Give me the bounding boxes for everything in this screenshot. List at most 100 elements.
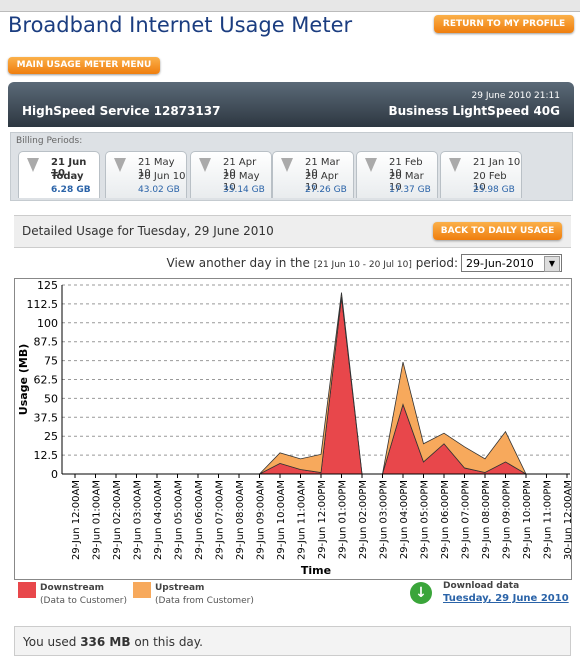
selected-day: 29-Jun-2010 (466, 257, 534, 270)
legend-note: (Data to Customer) (40, 596, 127, 606)
y-tick-label: 87.5 (34, 336, 59, 349)
y-tick-label: 62.5 (34, 374, 59, 387)
chart-frame (14, 278, 572, 580)
period-usage: 27.26 GB (305, 185, 347, 195)
y-tick-label: 25 (44, 430, 58, 443)
browser-strip (0, 0, 580, 12)
period-start: 21 Mar 10 (305, 157, 340, 179)
x-tick-label: 29-Jun 09:00PM (502, 480, 513, 559)
chart: 0 12.5 25 37.5 50 62.5 75 87.5 100 112.5 125 29-Jun… (14, 278, 572, 580)
summary: You used 336 MB on this day. (14, 626, 571, 656)
billing-tab[interactable]: 21 May 10 20 Jun 10 43.02 GB (105, 151, 187, 198)
billing-tab[interactable]: 21 Jan 10 20 Feb 10 25.98 GB (440, 151, 522, 198)
period-end: 20 May 10 (223, 171, 260, 193)
tab-arrow (199, 158, 211, 172)
x-tick-label: 29-Jun 11:00AM (297, 480, 308, 560)
x-tick-label: 29-Jun 04:00AM (153, 480, 164, 560)
legend-swatch (133, 582, 151, 598)
x-tick-label: 30-Jun 12:00AM (563, 480, 572, 560)
service: HighSpeed Service 12873137 (22, 104, 221, 118)
summary-prefix: You used (23, 635, 77, 649)
x-tick-label: 29-Jun 07:00AM (215, 480, 226, 560)
period-start: 21 Apr 10 (223, 157, 257, 179)
download-link[interactable]: Tuesday, 29 June 2010 (443, 593, 569, 604)
x-tick-label: 29-Jun 09:00AM (256, 480, 267, 560)
billing-tab[interactable]: 21 Feb 10 20 Mar 10 17.37 GB (356, 151, 438, 198)
x-tick-label: 29-Jun 06:00AM (194, 480, 205, 560)
tab-arrow (27, 158, 39, 172)
tab-arrow (365, 158, 377, 172)
x-tick-label: 29-Jun 11:00PM (543, 480, 554, 559)
period-end: 20 Feb 10 (473, 171, 507, 193)
x-tick-label: 29-Jun 04:00PM (399, 480, 410, 559)
x-tick-label: 29-Jun 02:00PM (358, 480, 369, 559)
billing-tab[interactable]: 21 Jun 10 Today 6.28 GB (18, 151, 100, 198)
view-prefix: View another day in the (166, 256, 310, 270)
tab-arrow (449, 158, 461, 172)
detail-title: Detailed Usage for Tuesday, 29 June 2010 (22, 224, 274, 238)
x-tick-label: 29-Jun 12:00PM (317, 480, 328, 559)
x-tick-label: 29-Jun 03:00PM (379, 480, 390, 559)
period-start: 21 Feb 10 (389, 157, 423, 179)
summary-amount: 336 MB (80, 635, 131, 649)
x-tick-label: 29-Jun 06:00PM (440, 480, 451, 559)
y-tick-label: 37.5 (34, 411, 59, 424)
x-tick-label: 29-Jun 01:00AM (92, 480, 103, 560)
x-tick-label: 29-Jun 02:00AM (112, 480, 123, 560)
period-start: 21 Jan 10 (473, 157, 521, 168)
x-tick-label: 29-Jun 08:00PM (481, 480, 492, 559)
plan: Business LightSpeed 40G (388, 104, 560, 118)
page-title: Broadband Internet Usage Meter (8, 13, 353, 37)
legend-note: (Data from Customer) (155, 596, 254, 606)
x-tick-label: 29-Jun 05:00AM (174, 480, 185, 560)
download-icon[interactable]: ↓ (410, 582, 432, 604)
x-tick-label: 29-Jun 05:00PM (420, 480, 431, 559)
view-row: View another day in the [21 Jun 10 - 20 … (167, 256, 458, 270)
period-end: 20 Jun 10 (138, 171, 186, 182)
menu-button[interactable]: MAIN USAGE METER MENU (8, 57, 160, 74)
x-tick-label: 29-Jun 08:00AM (235, 480, 246, 560)
x-tick-label: 29-Jun 03:00AM (133, 480, 144, 560)
datetime: 29 June 2010 21:11 (471, 91, 560, 101)
x-tick-label: 29-Jun 12:00AM (71, 480, 82, 560)
tab-arrow (114, 158, 126, 172)
view-range: [21 Jun 10 - 20 Jul 10] (313, 260, 412, 270)
x-tick-label: 29-Jun 07:00PM (461, 480, 472, 559)
x-tick-label: 29-Jun 10:00AM (276, 480, 287, 560)
account-bar (8, 82, 574, 127)
period-usage: 6.28 GB (51, 185, 91, 195)
y-tick-label: 0 (51, 468, 58, 481)
y-tick-label: 50 (44, 392, 58, 405)
back-button[interactable]: BACK TO DAILY USAGE (433, 222, 562, 240)
period-usage: 35.14 GB (223, 185, 265, 195)
legend-name: Downstream (40, 583, 105, 593)
x-tick-label: 29-Jun 01:00PM (338, 480, 349, 559)
day-select[interactable]: 29-Jun-2010 ▼ (461, 254, 562, 272)
period-end: 20 Apr 10 (305, 171, 339, 193)
period-start: 21 May 10 (138, 157, 175, 179)
x-tick-label: 29-Jun 10:00PM (522, 480, 533, 559)
profile-button[interactable]: RETURN TO MY PROFILE (434, 15, 574, 33)
period-end: 20 Mar 10 (389, 171, 424, 193)
period-usage: 17.37 GB (389, 185, 431, 195)
period-usage: 25.98 GB (473, 185, 515, 195)
period-usage: 43.02 GB (138, 185, 180, 195)
billing-tab[interactable]: 21 Apr 10 20 May 10 35.14 GB (190, 151, 272, 198)
legend-swatch (18, 582, 36, 598)
period-start: 21 Jun 10 (51, 157, 87, 179)
download-label: Download data (443, 581, 520, 591)
tab-arrow (281, 158, 293, 172)
y-tick-label: 12.5 (34, 449, 59, 462)
legend-name: Upstream (155, 583, 205, 593)
period-end: Today (51, 171, 84, 182)
x-axis-label: Time (301, 564, 331, 577)
y-tick-label: 100 (37, 317, 58, 330)
billing-tab[interactable]: 21 Mar 10 20 Apr 10 27.26 GB (272, 151, 354, 198)
billing-label: Billing Periods: (16, 136, 83, 146)
y-tick-label: 112.5 (27, 298, 59, 311)
view-suffix: period: (415, 256, 458, 270)
y-axis-label: Usage (MB) (17, 344, 30, 415)
y-tick-label: 125 (37, 279, 58, 292)
summary-suffix: on this day. (134, 635, 203, 649)
